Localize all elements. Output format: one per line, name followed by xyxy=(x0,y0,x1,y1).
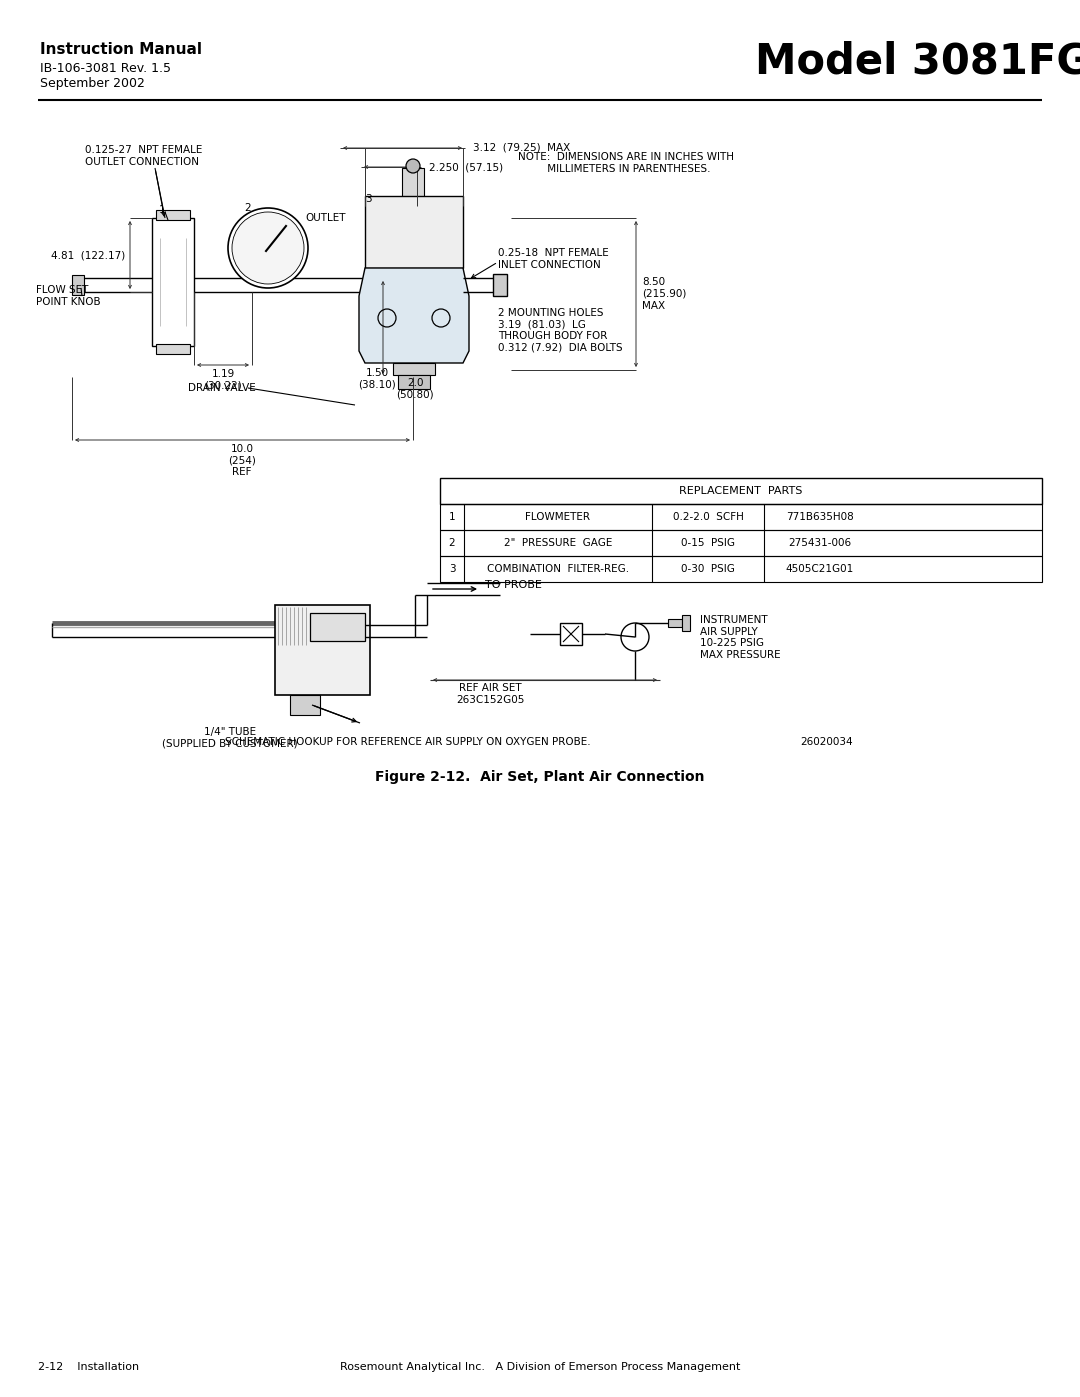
Bar xyxy=(440,504,1042,529)
Polygon shape xyxy=(492,274,507,296)
Text: 4.81  (122.17): 4.81 (122.17) xyxy=(51,250,125,260)
Bar xyxy=(72,275,84,295)
Text: FLOWMETER: FLOWMETER xyxy=(526,511,591,522)
Text: 2-12    Installation: 2-12 Installation xyxy=(38,1362,139,1372)
Bar xyxy=(310,613,365,641)
Bar xyxy=(365,196,463,268)
Text: INSTRUMENT
AIR SUPPLY
10-225 PSIG
MAX PRESSURE: INSTRUMENT AIR SUPPLY 10-225 PSIG MAX PR… xyxy=(700,615,781,659)
Text: REPLACEMENT  PARTS: REPLACEMENT PARTS xyxy=(679,486,802,496)
Text: FLOW SET
POINT KNOB: FLOW SET POINT KNOB xyxy=(36,285,100,307)
Bar xyxy=(440,529,1042,556)
Bar xyxy=(156,210,190,219)
Text: 4505C21G01: 4505C21G01 xyxy=(786,564,854,574)
Text: 1: 1 xyxy=(448,511,456,522)
Text: 2.0
(50.80): 2.0 (50.80) xyxy=(396,379,434,400)
Bar xyxy=(402,168,424,198)
Bar xyxy=(291,694,320,715)
Text: 0.2-2.0  SCFH: 0.2-2.0 SCFH xyxy=(673,511,743,522)
Text: DRAIN VALVE: DRAIN VALVE xyxy=(188,383,256,393)
Text: 1.50
(38.10): 1.50 (38.10) xyxy=(359,367,396,390)
Text: IB-106-3081 Rev. 1.5: IB-106-3081 Rev. 1.5 xyxy=(40,61,171,75)
Text: REF AIR SET
263C152G05: REF AIR SET 263C152G05 xyxy=(456,683,524,704)
Text: TO PROBE: TO PROBE xyxy=(485,580,542,590)
Text: COMBINATION  FILTER-REG.: COMBINATION FILTER-REG. xyxy=(487,564,629,574)
Text: 2: 2 xyxy=(245,203,252,212)
Bar xyxy=(275,605,370,694)
Text: SCHEMATIC HOOKUP FOR REFERENCE AIR SUPPLY ON OXYGEN PROBE.: SCHEMATIC HOOKUP FOR REFERENCE AIR SUPPL… xyxy=(225,738,591,747)
Bar xyxy=(393,363,435,374)
Text: Rosemount Analytical Inc.   A Division of Emerson Process Management: Rosemount Analytical Inc. A Division of … xyxy=(340,1362,740,1372)
Bar xyxy=(156,344,190,353)
Bar xyxy=(440,478,1042,504)
Text: Model 3081FG: Model 3081FG xyxy=(755,41,1080,82)
Text: 26020034: 26020034 xyxy=(800,738,852,747)
Text: 2: 2 xyxy=(448,538,456,548)
Text: 1.19
(30.22): 1.19 (30.22) xyxy=(204,369,242,391)
Text: 3.12  (79.25)  MAX: 3.12 (79.25) MAX xyxy=(473,142,570,154)
Text: September 2002: September 2002 xyxy=(40,77,145,89)
Text: 0-15  PSIG: 0-15 PSIG xyxy=(681,538,735,548)
Text: 0-30  PSIG: 0-30 PSIG xyxy=(681,564,734,574)
Text: 771B635H08: 771B635H08 xyxy=(786,511,854,522)
Text: 10.0
(254)
REF: 10.0 (254) REF xyxy=(228,444,256,478)
Text: 275431-006: 275431-006 xyxy=(788,538,851,548)
Text: 2"  PRESSURE  GAGE: 2" PRESSURE GAGE xyxy=(503,538,612,548)
Text: 2.250  (57.15): 2.250 (57.15) xyxy=(429,162,503,172)
Text: 3: 3 xyxy=(448,564,456,574)
Text: Figure 2-12.  Air Set, Plant Air Connection: Figure 2-12. Air Set, Plant Air Connecti… xyxy=(375,770,705,784)
Text: Instruction Manual: Instruction Manual xyxy=(40,42,202,57)
Text: 3: 3 xyxy=(365,194,372,204)
Circle shape xyxy=(406,159,420,173)
Circle shape xyxy=(228,208,308,288)
Text: NOTE:  DIMENSIONS ARE IN INCHES WITH
         MILLIMETERS IN PARENTHESES.: NOTE: DIMENSIONS ARE IN INCHES WITH MILL… xyxy=(518,152,734,173)
Text: 0.125-27  NPT FEMALE
OUTLET CONNECTION: 0.125-27 NPT FEMALE OUTLET CONNECTION xyxy=(85,145,202,166)
Text: 2 MOUNTING HOLES
3.19  (81.03)  LG
THROUGH BODY FOR
0.312 (7.92)  DIA BOLTS: 2 MOUNTING HOLES 3.19 (81.03) LG THROUGH… xyxy=(498,307,623,353)
Bar xyxy=(669,619,681,627)
Bar xyxy=(561,623,582,645)
Polygon shape xyxy=(359,268,469,363)
Bar xyxy=(399,374,430,388)
Circle shape xyxy=(232,212,303,284)
Text: 0.25-18  NPT FEMALE
INLET CONNECTION: 0.25-18 NPT FEMALE INLET CONNECTION xyxy=(498,249,609,270)
Text: 8.50
(215.90)
MAX: 8.50 (215.90) MAX xyxy=(642,278,687,310)
Text: OUTLET: OUTLET xyxy=(305,212,346,224)
Text: 1: 1 xyxy=(159,205,165,215)
Bar xyxy=(152,218,194,346)
Bar xyxy=(440,556,1042,583)
Text: 1/4" TUBE
(SUPPLIED BY CUSTOMER): 1/4" TUBE (SUPPLIED BY CUSTOMER) xyxy=(162,726,298,749)
Bar xyxy=(681,615,690,631)
